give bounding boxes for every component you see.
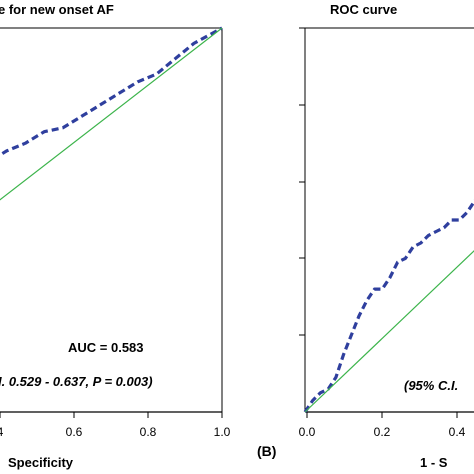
- panel-b-series-group: [303, 199, 474, 413]
- panel-a-series-group: [0, 26, 223, 201]
- panel-b-title: ROC curve: [330, 2, 397, 17]
- x-tick-label: 0.6: [66, 425, 83, 439]
- panel-b-y-ticks: [299, 27, 305, 336]
- panel-b-x-axis-label: 1 - S: [420, 455, 448, 470]
- x-tick-label: 0.4: [449, 425, 466, 439]
- panel-b-x-ticks: 0.0 0.2 0.4: [299, 412, 466, 439]
- panel-b-label: (B): [257, 443, 276, 459]
- panel-b-plot-area: 0.0 0.2 0.4: [299, 27, 474, 439]
- panel-a-plot-area: 4 0.6 0.8 1.0: [0, 26, 231, 439]
- panel-b: ROC curve 0.0 0.2 0.4 (95% C.I. 1 - S (B): [257, 2, 474, 470]
- panel-b-ci-label: (95% C.I.: [404, 378, 458, 393]
- panel-a-ci-label: I. 0.529 - 0.637, P = 0.003): [0, 374, 153, 389]
- panel-a-x-axis-label: Specificity: [8, 455, 74, 470]
- x-tick-label: 0.2: [374, 425, 391, 439]
- panel-a-auc-label: AUC = 0.583: [68, 340, 144, 355]
- roc-curve-line-0: [0, 26, 223, 157]
- x-tick-label: 0.0: [299, 425, 316, 439]
- x-tick-label: 4: [0, 425, 4, 439]
- reference-diagonal-line-1: [304, 250, 474, 413]
- panel-a: e for new onset AF 4 0.6 0.8 1.0 AUC = 0.58…: [0, 2, 231, 470]
- x-tick-label: 1.0: [214, 425, 231, 439]
- roc-curve-line-1: [303, 199, 474, 413]
- x-tick-label: 0.8: [140, 425, 157, 439]
- panel-a-x-ticks: 4 0.6 0.8 1.0: [0, 412, 231, 439]
- panel-a-title: e for new onset AF: [0, 2, 114, 17]
- reference-diagonal-line-0: [0, 27, 223, 201]
